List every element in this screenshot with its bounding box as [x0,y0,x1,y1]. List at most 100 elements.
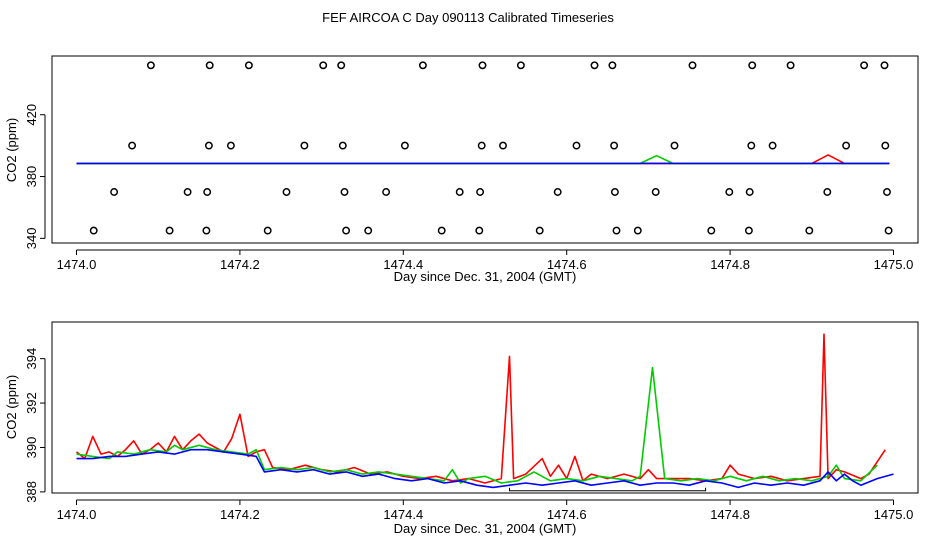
panel-top-point-13 [282,188,291,196]
panel-bottom-y-tick-label-0: 388 [24,481,39,503]
panel-top-point-3 [146,61,155,70]
panel-bottom-x-tick-label-4: 1474.8 [710,507,750,522]
panel-top-y-axis: 340 380 420 [24,104,46,250]
panel-top-point-25 [455,188,464,196]
panel-top-x-tick-label-0: 1474.0 [57,257,97,272]
panel-top-y-tick-label-2: 420 [24,104,39,126]
panel-top-point-6 [202,226,211,235]
panel-top-point-2 [128,141,137,150]
panel-top-point-36 [608,61,617,70]
panel-bottom-y-axis: 388 390 392 394 [24,348,46,503]
panel-top-ylabel: CO2 (ppm) [4,118,19,182]
panel-bottom-series-line-1 [76,366,878,484]
panel-bottom-frame [51,321,919,494]
panel-top-point-19 [342,226,351,235]
panel-bottom-x-tick-label-3: 1474.6 [547,507,587,522]
panel-bottom: 1474.0 1474.2 1474.4 1474.6 1474.8 1475.0 388… [4,321,919,536]
panel-top-point-21 [382,188,391,196]
panel-top-point-55 [860,61,869,70]
panel-top-point-49 [748,61,757,70]
panel-top-point-14 [300,141,309,150]
panel-top-point-57 [881,141,890,150]
panel-top-point-52 [805,226,814,235]
panel-top-point-23 [418,61,427,70]
panel-top-y-tick-label-1: 380 [24,166,39,188]
panel-top-point-43 [688,61,697,70]
panel-top-point-30 [499,141,507,150]
panel-top-point-18 [340,188,349,196]
panel-top-series [76,154,890,165]
panel-top-point-5 [183,188,192,196]
panel-top-point-20 [364,226,373,235]
panel-top-point-22 [400,141,409,150]
panel-top-point-41 [651,188,660,196]
panel-bottom-x-tick-label-0: 1474.0 [57,507,97,522]
panel-top-point-28 [477,141,486,150]
panel-top-point-0 [89,226,98,235]
panel-top-point-40 [633,226,642,235]
panel-top-point-53 [823,188,832,196]
panel-top-x-tick-label-2: 1474.4 [383,257,423,272]
panel-bottom-x-tick-label-1: 1474.2 [220,507,260,522]
panel-bottom-ylabel: CO2 (ppm) [4,375,19,439]
panel-top-xlabel: Day since Dec. 31, 2004 (GMT) [394,269,577,284]
panel-top-point-59 [884,226,893,235]
figure-title: FEF AIRCOA C Day 090113 Calibrated Times… [322,10,614,25]
panel-top-point-35 [590,61,599,70]
panel-bottom-xlabel: Day since Dec. 31, 2004 (GMT) [394,521,577,536]
panel-top-point-16 [337,61,346,70]
panel-top-x-axis: 1474.0 1474.2 1474.4 1474.6 1474.8 1475.0 [57,249,914,272]
panel-top-point-38 [610,188,619,196]
panel-top-point-54 [842,141,851,150]
panel-top-x-tick-label-3: 1474.6 [547,257,587,272]
panel-top-series-line-0 [76,154,890,165]
panel-top-point-33 [553,188,562,196]
panel-bottom-x-tick-label-5: 1475.0 [874,507,914,522]
panel-top-point-9 [205,61,214,70]
panel-top-y-tick-label-0: 340 [24,228,39,250]
panel-top-point-29 [478,61,487,70]
panel-bottom-x-axis: 1474.0 1474.2 1474.4 1474.6 1474.8 1475.0 [57,499,914,522]
panel-bottom-y-tick-label-3: 394 [24,348,39,370]
panel-top-point-24 [437,226,446,235]
panel-top-points [89,61,893,235]
panel-top-point-37 [610,141,619,150]
panel-top-point-45 [725,188,734,196]
panel-bottom-x-tick-label-2: 1474.4 [383,507,423,522]
panel-bottom-series-line-2 [76,448,894,489]
panel-top-point-34 [572,141,581,150]
panel-top-x-tick-label-4: 1474.8 [710,257,750,272]
panel-top-point-12 [263,226,272,235]
panel-top-point-50 [768,141,777,150]
panel-top-point-26 [475,226,484,235]
panel-top-point-46 [744,226,753,235]
panel-top-point-17 [338,141,347,150]
panel-top-point-48 [747,141,756,150]
panel-top-point-4 [165,226,174,235]
panel-bottom-series-line-0 [75,333,886,484]
panel-top-series-line-1 [76,154,890,165]
panel-bottom-bracket [509,487,707,492]
panel-bottom-y-tick-label-2: 392 [24,392,39,414]
panel-top-point-42 [670,141,679,150]
panel-top-x-tick-label-1: 1474.2 [220,257,260,272]
panel-top: 1474.0 1474.2 1474.4 1474.6 1474.8 1475.0 340… [4,55,919,284]
panel-top-point-32 [535,226,544,235]
panel-top-point-51 [786,61,795,70]
panel-top-point-15 [319,61,328,70]
panel-top-point-31 [516,61,525,70]
panel-top-point-56 [880,61,889,70]
panel-top-point-7 [203,188,212,196]
panel-top-point-44 [707,226,716,235]
panel-top-point-39 [612,226,621,235]
panel-top-point-8 [204,141,213,150]
panel-top-point-58 [883,188,891,196]
panel-top-x-tick-label-5: 1475.0 [874,257,914,272]
panel-top-point-27 [476,188,485,196]
panel-bottom-y-tick-label-1: 390 [24,437,39,459]
panel-top-point-11 [244,61,253,70]
panel-bottom-series [75,333,894,492]
panel-top-point-47 [745,188,754,196]
panel-top-point-1 [110,188,119,196]
